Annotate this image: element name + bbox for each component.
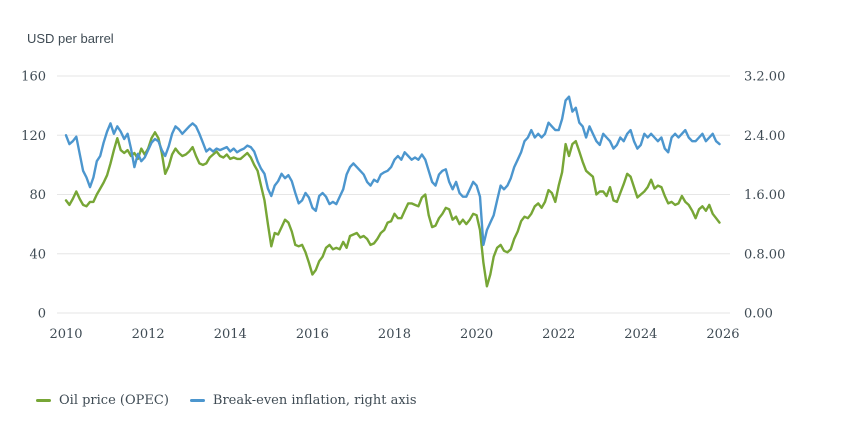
legend: Oil price (OPEC) Break-even inflation, r… (36, 393, 417, 408)
y-axis-left-tick-label: 40 (29, 247, 46, 262)
x-axis-tick-label: 2014 (214, 327, 247, 342)
x-axis-tick-label: 2026 (706, 327, 739, 342)
y-axis-left-tick-label: 120 (21, 129, 46, 144)
y-axis-left-tick-label: 80 (29, 188, 46, 203)
y-axis-right-tick-label: 0.00 (744, 307, 773, 322)
x-axis-tick-label: 2018 (378, 327, 411, 342)
y-axis-left-tick-label: 0 (38, 307, 46, 322)
chart-title: USD per barrel (27, 31, 114, 46)
oil-price-legend-label: Oil price (OPEC) (59, 393, 169, 408)
y-axis-right-tick-label: 0.8.00 (744, 247, 785, 262)
oil-price-opec-line (64, 131, 721, 288)
legend-item-breakeven: Break-even inflation, right axis (189, 393, 417, 408)
x-axis-tick-label: 2022 (542, 327, 575, 342)
y-axis-right-tick-label: 2.4.00 (744, 129, 785, 144)
x-axis-tick-label: 2024 (624, 327, 657, 342)
legend-item-oil-price: Oil price (OPEC) (36, 393, 169, 408)
oil-price-legend-marker (36, 398, 51, 403)
y-axis-right-tick-label: 3.2.00 (744, 70, 785, 85)
breakeven-legend-marker (189, 398, 205, 403)
x-axis-tick-label: 2016 (296, 327, 329, 342)
y-axis-left-tick-label: 160 (21, 70, 46, 85)
break-even-inflation-line (64, 95, 721, 247)
x-axis-tick-label: 2012 (132, 327, 165, 342)
breakeven-legend-label: Break-even inflation, right axis (212, 393, 417, 408)
x-axis-tick-label: 2020 (460, 327, 493, 342)
y-axis-right-tick-label: 1.6.00 (744, 188, 785, 203)
x-axis-tick-label: 2010 (49, 327, 82, 342)
